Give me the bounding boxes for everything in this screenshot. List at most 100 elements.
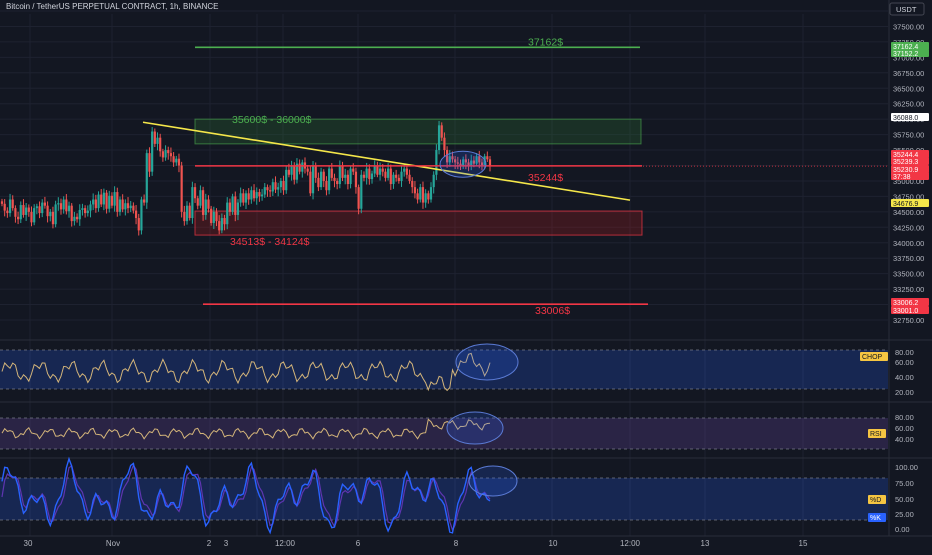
price-badge-text: 37152.2 [893,51,918,58]
candle [11,199,14,209]
candle [263,187,266,195]
symbol-title: Bitcoin / TetherUS PERPETUAL CONTRACT, 1… [6,2,219,11]
candle [67,205,71,212]
stoch-axis-label: 50.00 [895,495,914,504]
candle [470,160,473,166]
candle [8,199,12,214]
sd-badge [868,495,886,504]
candle [204,199,207,215]
candle [266,187,269,191]
candle [271,182,274,192]
resistance-zone-label: 35600$ - 36000$ [232,114,312,126]
current-level-label: 35244$ [528,172,563,184]
candle [210,208,213,223]
candle [62,199,65,210]
candle [19,205,22,220]
candle [437,125,441,151]
candle [456,162,459,164]
candle [75,216,79,220]
candle [121,199,124,210]
candle [317,177,320,188]
candle [16,216,20,220]
candle [322,171,325,181]
time-axis-label: 15 [799,539,808,548]
chop-band [0,350,888,389]
candle [309,171,312,194]
price-axis-label: 36250.00 [893,100,924,109]
price-badge [891,172,929,180]
price-badge-text: 33001.0 [893,308,918,315]
candle [403,168,406,172]
target-low-label: 33006$ [535,305,570,317]
candle [360,174,363,209]
candle [413,187,417,194]
candle [365,168,368,178]
candle [134,210,138,219]
candle [129,205,132,209]
candle [108,195,111,209]
candle [169,153,173,157]
candle [370,173,374,180]
price-badge [891,199,929,207]
breakout-highlight [439,150,487,178]
candle [59,203,63,210]
candle [472,160,476,164]
candle [346,174,349,185]
candle [25,207,28,215]
price-badge-text: 37:38 [893,174,911,181]
time-axis-label: 8 [454,539,459,548]
trendline [142,121,631,201]
candle [199,190,202,206]
chop-line [1,352,491,392]
price-badge [891,42,929,50]
support-zone-label: 34513$ - 34124$ [230,236,310,248]
candle [220,218,223,231]
candle [295,163,299,180]
price-axis-label: 34750.00 [893,192,924,201]
candle [311,165,315,194]
candle [285,169,288,191]
candle [201,190,205,215]
candle [113,192,116,206]
candle [328,168,331,191]
candle [480,162,484,166]
rsi-line [1,418,491,440]
candle [27,207,30,212]
candle [177,158,181,166]
candle [392,174,395,185]
price-axis-label: 34250.00 [893,223,924,232]
candle [118,199,122,212]
candle [92,199,95,205]
candle [405,168,408,175]
candle [116,192,119,212]
candle [49,211,52,217]
rsi-axis-label: 80.00 [895,413,914,422]
candle [290,165,293,175]
candle [419,187,422,200]
candle [411,180,414,188]
candle [293,165,296,180]
price-axis-label: 33500.00 [893,270,924,279]
price-badge-text: 34676.9 [893,201,918,208]
candle [84,208,87,214]
candle [57,203,60,205]
candle [368,168,371,180]
candle [143,199,146,203]
candle [387,168,390,178]
currency-button[interactable] [889,2,925,16]
candle [231,196,234,212]
candle [478,156,481,163]
candle [212,211,215,223]
candle [451,156,454,160]
stoch-d-line [1,463,491,532]
candle [258,192,261,197]
candle [226,202,229,225]
candle [43,202,47,206]
candle [86,210,89,214]
candle [51,211,55,225]
candle [306,168,309,172]
candle [175,158,178,163]
candle [432,174,435,188]
